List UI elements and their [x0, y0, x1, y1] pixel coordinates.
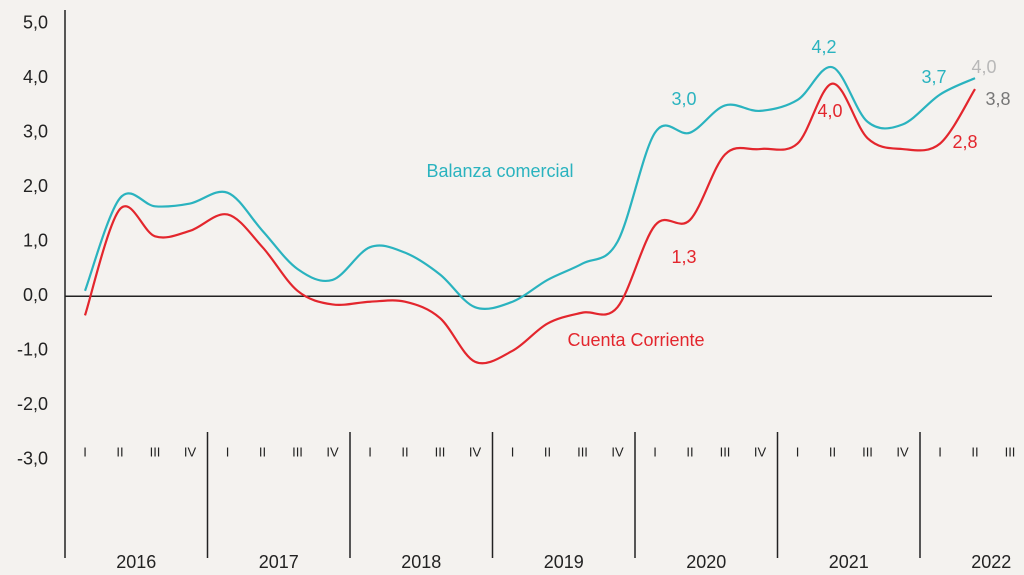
y-tick-label: -3,0 [17, 449, 48, 469]
x-tick-label: III [292, 444, 303, 459]
x-tick-label: IV [611, 444, 624, 459]
x-tick-label: IV [326, 444, 339, 459]
x-tick-label: III [150, 444, 161, 459]
x-tick-label: II [544, 444, 551, 459]
y-tick-label: 1,0 [23, 230, 48, 250]
year-label: 2018 [401, 552, 441, 572]
annotation: 4,0 [971, 57, 996, 77]
series-line [83, 82, 976, 365]
year-label: 2019 [544, 552, 584, 572]
x-tick-label: II [686, 444, 693, 459]
annotation: 4,0 [817, 101, 842, 121]
year-label: 2020 [686, 552, 726, 572]
year-label: 2016 [116, 552, 156, 572]
x-tick-label: I [83, 444, 87, 459]
x-tick-label: I [796, 444, 800, 459]
year-label: 2017 [259, 552, 299, 572]
x-tick-label: IV [184, 444, 197, 459]
annotation: 2,8 [952, 132, 977, 152]
annotation: 3,7 [921, 67, 946, 87]
series-label: Cuenta Corriente [567, 330, 704, 350]
x-tick-label: IV [754, 444, 767, 459]
x-tick-label: I [226, 444, 230, 459]
annotation: 3,8 [985, 89, 1010, 109]
x-tick-label: I [938, 444, 942, 459]
x-tick-label: II [116, 444, 123, 459]
annotation: 1,3 [671, 247, 696, 267]
y-tick-label: 0,0 [23, 285, 48, 305]
y-tick-label: -2,0 [17, 394, 48, 414]
year-label: 2021 [829, 552, 869, 572]
series-line [83, 66, 976, 310]
annotation: 4,2 [811, 37, 836, 57]
x-tick-label: III [577, 444, 588, 459]
y-tick-label: 3,0 [23, 121, 48, 141]
series-label: Balanza comercial [426, 161, 573, 181]
y-tick-label: 4,0 [23, 67, 48, 87]
x-tick-label: II [971, 444, 978, 459]
y-tick-label: 5,0 [23, 12, 48, 32]
x-tick-label: IV [896, 444, 909, 459]
year-label: 2022 [971, 552, 1011, 572]
x-tick-label: II [401, 444, 408, 459]
x-tick-label: III [1005, 444, 1016, 459]
x-tick-label: III [435, 444, 446, 459]
x-tick-label: I [368, 444, 372, 459]
x-tick-label: I [653, 444, 657, 459]
x-tick-label: III [720, 444, 731, 459]
y-tick-label: -1,0 [17, 340, 48, 360]
x-tick-label: II [829, 444, 836, 459]
x-tick-label: II [259, 444, 266, 459]
annotation: 3,0 [671, 89, 696, 109]
y-tick-label: 2,0 [23, 176, 48, 196]
x-tick-label: IV [469, 444, 482, 459]
x-tick-label: I [511, 444, 515, 459]
x-tick-label: III [862, 444, 873, 459]
